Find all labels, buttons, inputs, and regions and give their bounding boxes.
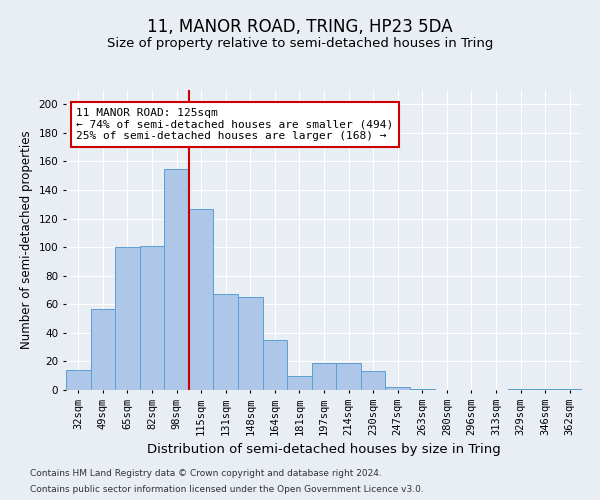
Y-axis label: Number of semi-detached properties: Number of semi-detached properties [20,130,33,350]
Bar [238,297,263,390]
Bar [533,388,557,390]
Text: Contains public sector information licensed under the Open Government Licence v3: Contains public sector information licen… [30,486,424,494]
Bar [410,388,434,390]
X-axis label: Distribution of semi-detached houses by size in Tring: Distribution of semi-detached houses by … [147,444,501,456]
Bar [508,388,533,390]
Bar [66,370,91,390]
Bar [557,388,582,390]
Bar [287,376,312,390]
Text: Contains HM Land Registry data © Crown copyright and database right 2024.: Contains HM Land Registry data © Crown c… [30,469,382,478]
Bar [361,372,385,390]
Text: 11, MANOR ROAD, TRING, HP23 5DA: 11, MANOR ROAD, TRING, HP23 5DA [147,18,453,36]
Bar [164,168,189,390]
Text: Size of property relative to semi-detached houses in Tring: Size of property relative to semi-detach… [107,38,493,51]
Text: 11 MANOR ROAD: 125sqm
← 74% of semi-detached houses are smaller (494)
25% of sem: 11 MANOR ROAD: 125sqm ← 74% of semi-deta… [76,108,394,141]
Bar [140,246,164,390]
Bar [214,294,238,390]
Bar [189,208,214,390]
Bar [91,308,115,390]
Bar [263,340,287,390]
Bar [312,363,336,390]
Bar [336,363,361,390]
Bar [385,387,410,390]
Bar [115,247,140,390]
